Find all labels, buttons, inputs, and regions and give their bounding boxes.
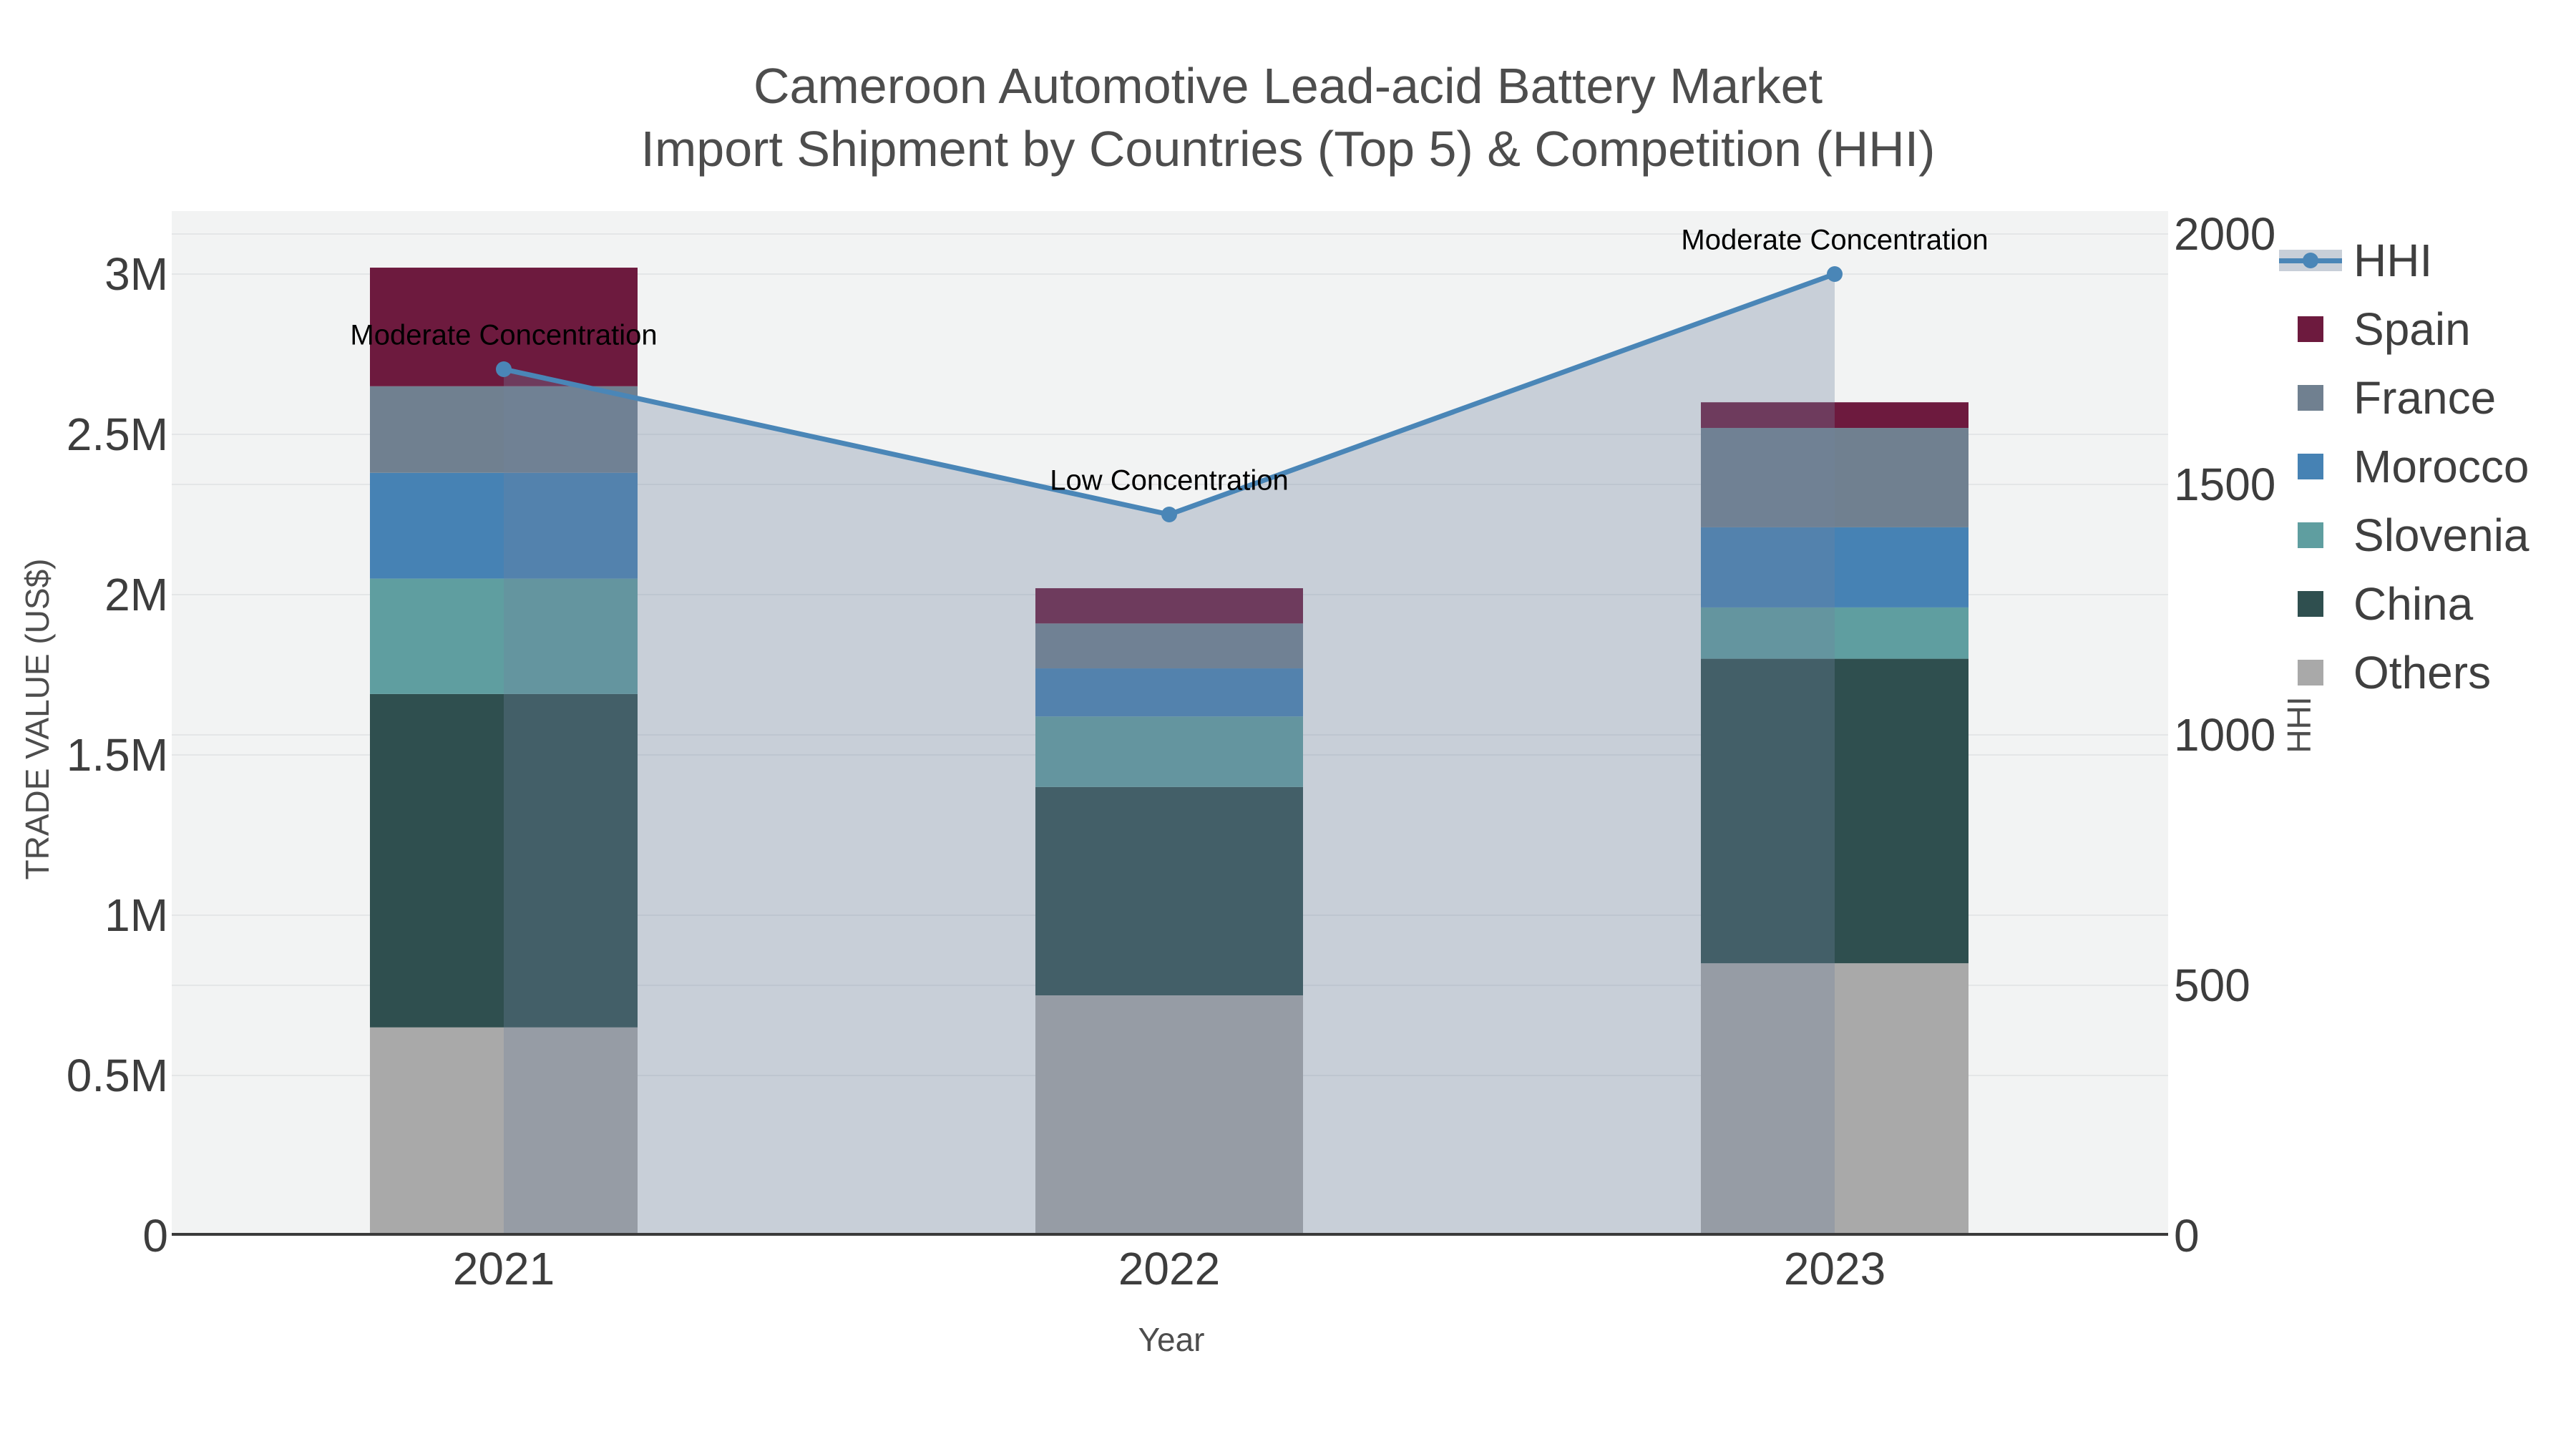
legend-label: Others — [2353, 647, 2492, 698]
legend-label: Spain — [2353, 303, 2471, 355]
bar-segment-france-2022 — [1035, 623, 1303, 669]
bar-segment-others-2021 — [370, 1027, 638, 1236]
y-left-tick-0.5M: 0.5M — [66, 1050, 168, 1101]
chart-canvas — [172, 233, 2168, 1236]
y-left-tick-0: 0 — [142, 1210, 168, 1262]
hhi-area — [504, 274, 1835, 1236]
plot-area: Moderate Concentration Low Concentration M… — [172, 211, 2168, 1236]
y-right-tick-1000: 1000 — [2174, 709, 2276, 761]
bar-segment-china-2023 — [1701, 658, 1968, 964]
hhi-marker-2022 — [1161, 507, 1177, 522]
bar-segment-spain-2023 — [1701, 402, 1968, 429]
y-axis-left-title: TRADE VALUE (US$) — [19, 558, 56, 880]
legend: HHI Spain France Morocco Slovenia China Others — [2279, 235, 2529, 698]
france-swatch-icon — [2279, 374, 2342, 422]
legend-item-morocco: Morocco — [2279, 441, 2529, 492]
annotation-2023: Moderate Concentration — [1681, 224, 1989, 256]
x-tick-2023: 2023 — [1783, 1243, 1886, 1294]
y-left-tick-2M: 2M — [104, 569, 168, 620]
legend-label: Morocco — [2353, 441, 2529, 492]
legend-label: HHI — [2353, 235, 2433, 286]
hhi-line-legend-icon — [2279, 236, 2342, 285]
chart-title-line2: Import Shipment by Countries (Top 5) & C… — [640, 121, 1936, 177]
y-left-tick-2.5M: 2.5M — [66, 409, 168, 460]
annotation-2022: Low Concentration — [1050, 464, 1289, 497]
bar-segment-slovenia-2021 — [370, 578, 638, 694]
slovenia-swatch-icon — [2279, 511, 2342, 560]
legend-item-spain: Spain — [2279, 303, 2529, 355]
hhi-marker-2021 — [496, 361, 512, 377]
x-tick-2022: 2022 — [1118, 1243, 1221, 1294]
bar-segment-morocco-2022 — [1035, 668, 1303, 717]
legend-item-france: France — [2279, 372, 2529, 424]
legend-item-hhi: HHI — [2279, 235, 2529, 286]
legend-item-others: Others — [2279, 647, 2529, 698]
others-swatch-icon — [2279, 648, 2342, 697]
legend-item-china: China — [2279, 578, 2529, 630]
y-left-tick-3M: 3M — [104, 248, 168, 300]
bar-segment-slovenia-2022 — [1035, 716, 1303, 787]
x-tick-2021: 2021 — [452, 1243, 555, 1294]
bar-segment-morocco-2023 — [1701, 527, 1968, 608]
bar-segment-slovenia-2023 — [1701, 607, 1968, 659]
x-axis-title: Year — [1138, 1321, 1205, 1358]
y-left-tick-1.5M: 1.5M — [66, 729, 168, 781]
y-axis-right-title: HHI — [2280, 696, 2318, 753]
legend-label: France — [2353, 372, 2497, 424]
chart-title: Cameroon Automotive Lead-acid Battery Ma… — [0, 54, 2576, 180]
legend-label: Slovenia — [2353, 509, 2529, 561]
bar-segment-china-2021 — [370, 693, 638, 1028]
spain-swatch-icon — [2279, 305, 2342, 353]
bar-segment-france-2023 — [1701, 428, 1968, 527]
y-left-tick-1M: 1M — [104, 889, 168, 941]
bar-segment-others-2022 — [1035, 995, 1303, 1236]
china-swatch-icon — [2279, 580, 2342, 628]
chart-title-line1: Cameroon Automotive Lead-acid Battery Ma… — [753, 58, 1823, 114]
bar-segment-france-2021 — [370, 386, 638, 473]
y-right-tick-500: 500 — [2174, 960, 2250, 1011]
bar-segment-spain-2022 — [1035, 588, 1303, 624]
y-right-tick-0: 0 — [2174, 1210, 2200, 1262]
morocco-swatch-icon — [2279, 442, 2342, 491]
legend-item-slovenia: Slovenia — [2279, 509, 2529, 561]
y-right-tick-2000: 2000 — [2174, 208, 2276, 260]
bar-segment-others-2023 — [1701, 963, 1968, 1236]
annotation-2021: Moderate Concentration — [350, 319, 658, 351]
bar-segment-morocco-2021 — [370, 472, 638, 579]
bar-segment-china-2022 — [1035, 786, 1303, 995]
y-right-tick-1500: 1500 — [2174, 459, 2276, 510]
hhi-marker-2023 — [1827, 266, 1843, 282]
legend-label: China — [2353, 578, 2474, 630]
